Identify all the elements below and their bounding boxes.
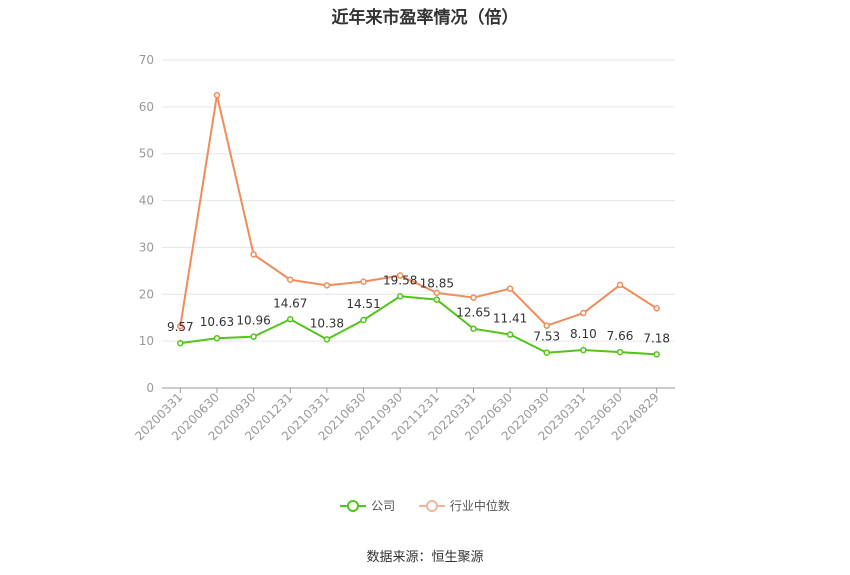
y-tick-label-10: 10 — [139, 334, 154, 348]
data-label-company-20200630: 10.63 — [200, 315, 234, 329]
point-industry-median-20210331 — [323, 282, 331, 289]
legend-label-company: 公司 — [371, 499, 396, 513]
y-tick-label-50: 50 — [139, 147, 154, 161]
data-label-company-20201231: 14.67 — [273, 296, 307, 310]
series-line-industry-median — [179, 94, 658, 327]
point-company-20220331 — [470, 325, 477, 332]
legend: 公司 行业中位数 — [0, 497, 850, 516]
data-label-company-20210930: 19.58 — [383, 273, 417, 287]
data-label-company-20230630: 7.66 — [607, 329, 634, 343]
point-company-20240829 — [653, 351, 660, 358]
point-industry-median-20210630 — [360, 278, 367, 285]
y-tick-label-0: 0 — [146, 381, 154, 395]
point-company-20230630 — [616, 348, 624, 356]
point-company-20201231 — [287, 316, 294, 323]
grid-lines — [162, 59, 675, 342]
legend-marker-company — [340, 499, 367, 512]
point-industry-median-20230331 — [580, 309, 587, 317]
data-label-company-20230331: 8.10 — [570, 327, 597, 341]
y-tick-label-30: 30 — [139, 240, 154, 254]
point-company-20200630 — [213, 334, 221, 342]
point-company-20210630 — [360, 316, 367, 324]
legend-marker-industry-median — [418, 499, 445, 512]
data-label-company-20211231: 18.85 — [420, 277, 454, 291]
legend-label-industry-median: 行业中位数 — [449, 499, 510, 513]
point-company-20200930 — [250, 333, 257, 340]
data-label-company-20210630: 14.51 — [346, 297, 380, 311]
point-company-20200331 — [177, 339, 184, 347]
y-tick-label-70: 70 — [139, 53, 154, 67]
point-company-20230331 — [580, 346, 587, 354]
legend-item-company[interactable]: 公司 — [340, 497, 395, 514]
point-industry-median-20230630 — [616, 281, 624, 289]
source-note: 数据来源：恒生聚源 — [366, 550, 484, 565]
data-label-company-20240829: 7.18 — [643, 331, 670, 345]
chart-title: 近年来市盈率情况（倍） — [331, 8, 519, 28]
data-label-company-20220930: 7.53 — [533, 330, 560, 344]
legend-item-industry-median[interactable]: 行业中位数 — [418, 497, 510, 514]
data-label-company-20220331: 12.65 — [456, 306, 490, 320]
y-axis: 0 10 20 30 40 50 60 70 — [139, 53, 154, 395]
point-industry-median-20211231 — [433, 289, 441, 297]
point-industry-median-20220930 — [543, 322, 550, 329]
point-company-20220630 — [506, 331, 514, 338]
point-company-20210930 — [396, 293, 404, 300]
point-industry-median-20240829 — [653, 305, 660, 312]
point-industry-median-20210930 — [396, 272, 404, 279]
point-industry-median-20200630 — [213, 91, 221, 99]
point-industry-median-20220331 — [470, 294, 477, 301]
point-company-20210331 — [323, 336, 331, 343]
point-industry-median-20200331 — [177, 322, 184, 330]
y-tick-label-40: 40 — [139, 194, 154, 208]
point-company-20220930 — [543, 349, 550, 356]
y-tick-label-60: 60 — [139, 100, 154, 114]
data-label-company-20200331: 9.57 — [167, 320, 194, 334]
point-industry-median-20220630 — [506, 285, 514, 292]
point-company-20211231 — [433, 296, 441, 303]
data-label-company-20210331: 10.38 — [310, 316, 344, 330]
series-line-company — [180, 295, 657, 356]
point-industry-median-20200930 — [250, 251, 257, 258]
data-label-company-20200930: 10.96 — [236, 314, 270, 328]
x-axis: 2020033120200630202009302020123120210331… — [132, 387, 675, 443]
y-tick-label-20: 20 — [139, 287, 154, 301]
series-layer — [177, 91, 660, 358]
point-industry-median-20201231 — [287, 276, 294, 284]
data-label-company-20220630: 11.41 — [493, 312, 527, 326]
